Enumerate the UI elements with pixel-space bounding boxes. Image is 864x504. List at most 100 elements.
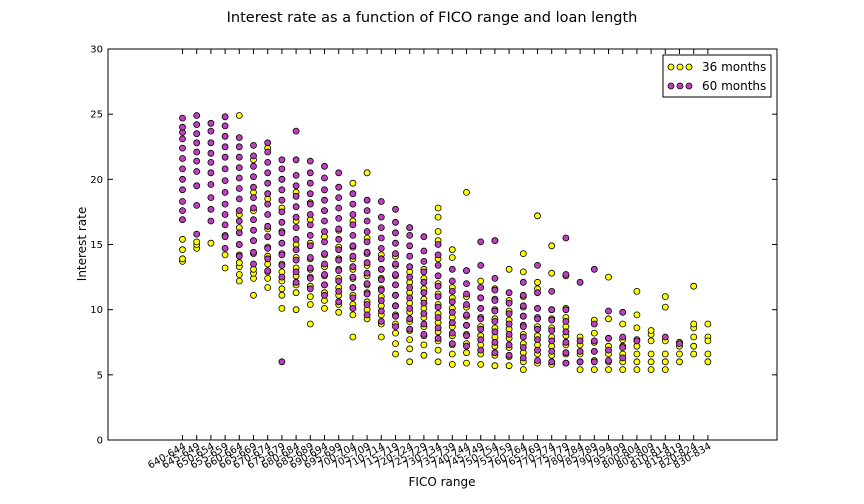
legend-marker — [676, 82, 684, 90]
data-point — [519, 333, 527, 341]
data-point — [321, 174, 328, 182]
data-point — [235, 112, 243, 119]
data-point — [605, 334, 612, 342]
data-point — [377, 333, 385, 341]
data-point — [619, 366, 627, 374]
data-point — [235, 252, 243, 260]
data-point — [647, 327, 655, 334]
data-point — [179, 155, 186, 162]
data-point — [335, 194, 343, 202]
data-point — [590, 329, 598, 337]
y-tick-label: 25 — [90, 110, 103, 121]
data-point — [235, 217, 243, 225]
data-point — [306, 211, 314, 218]
data-point — [349, 200, 357, 208]
data-point — [264, 244, 272, 252]
data-point — [392, 350, 399, 358]
data-point — [434, 204, 442, 212]
data-point — [321, 271, 328, 278]
legend-box — [662, 54, 772, 98]
data-point — [349, 304, 357, 312]
x-axis-label: FICO range — [409, 475, 476, 489]
data-point — [491, 328, 499, 336]
data-point — [349, 190, 357, 198]
data-point — [278, 304, 286, 312]
data-point — [619, 308, 627, 316]
data-point — [179, 186, 186, 194]
data-point — [363, 301, 371, 308]
data-point — [463, 301, 470, 308]
data-point — [491, 297, 499, 304]
data-point — [477, 336, 485, 344]
data-point — [548, 269, 556, 277]
data-point — [306, 274, 314, 282]
legend-marker — [667, 63, 675, 71]
data-point — [264, 267, 272, 275]
data-point — [704, 320, 712, 328]
data-point — [548, 316, 556, 324]
data-point — [534, 261, 541, 269]
data-point — [264, 158, 272, 166]
data-point — [306, 242, 314, 250]
data-point — [463, 267, 470, 275]
data-point — [335, 235, 343, 243]
data-point — [292, 213, 300, 221]
data-point — [576, 358, 584, 366]
data-point — [377, 198, 385, 205]
data-point — [434, 261, 442, 269]
data-point — [221, 211, 229, 218]
data-point — [235, 164, 243, 172]
y-tick-label: 0 — [97, 436, 103, 447]
data-point — [278, 175, 286, 183]
data-point — [406, 284, 414, 291]
y-tick-label: 15 — [90, 240, 103, 251]
data-point — [434, 282, 442, 290]
data-point — [534, 212, 541, 220]
data-point — [633, 350, 641, 358]
data-point — [392, 281, 399, 289]
data-point — [292, 192, 300, 200]
data-point — [292, 127, 300, 135]
data-point — [647, 350, 655, 358]
data-point — [292, 203, 300, 211]
data-point — [505, 289, 513, 297]
data-point — [179, 246, 186, 254]
data-point — [292, 224, 300, 232]
data-point — [349, 231, 357, 239]
data-point — [321, 196, 328, 204]
data-point — [377, 244, 385, 252]
data-point — [633, 366, 641, 374]
data-point — [406, 273, 414, 281]
data-point — [264, 274, 272, 282]
data-point — [619, 344, 627, 351]
data-point — [477, 294, 485, 302]
data-point — [306, 301, 314, 308]
data-point — [519, 354, 527, 362]
data-point — [448, 265, 456, 273]
data-point — [363, 311, 371, 319]
data-point — [392, 260, 399, 268]
chart-title: Interest rate as a function of FICO rang… — [227, 10, 638, 26]
data-point — [292, 256, 300, 264]
data-point — [278, 251, 286, 259]
data-point — [519, 312, 527, 320]
data-point — [278, 156, 286, 164]
data-point — [349, 311, 357, 319]
data-point — [278, 165, 286, 173]
data-point — [250, 162, 257, 170]
data-point — [605, 366, 612, 374]
data-point — [179, 144, 186, 152]
data-point — [193, 168, 201, 175]
data-point — [250, 194, 257, 202]
data-point — [562, 306, 570, 314]
data-point — [221, 251, 229, 259]
data-point — [548, 306, 556, 314]
data-point — [193, 121, 201, 128]
data-point — [377, 234, 385, 242]
data-point — [548, 337, 556, 345]
data-point — [576, 366, 584, 374]
data-point — [335, 287, 343, 295]
data-point — [491, 274, 499, 282]
data-point — [335, 308, 343, 316]
data-point — [690, 320, 698, 328]
